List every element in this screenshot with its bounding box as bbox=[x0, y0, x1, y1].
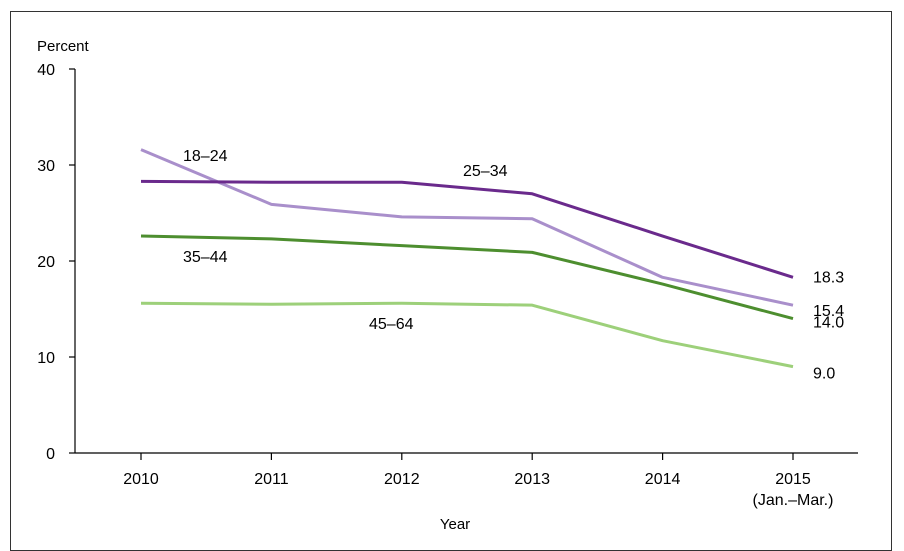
y-tick-label: 40 bbox=[37, 62, 55, 79]
end-value-label: 15.4 bbox=[813, 303, 844, 320]
end-labels: 15.4 18.3 14.0 9.0 bbox=[813, 269, 844, 382]
end-value-label: 14.0 bbox=[813, 315, 844, 332]
line-chart: 0 10 20 30 40 2010 2011 2012 2013 2014 2015 (Jan.–… bbox=[37, 38, 858, 533]
series-lines bbox=[140, 148, 794, 369]
y-tick-label: 20 bbox=[37, 254, 55, 271]
y-tick-label: 0 bbox=[46, 446, 55, 463]
series-line-35-44 bbox=[140, 234, 794, 321]
x-tick-label: 2010 bbox=[123, 471, 159, 488]
y-tick-label: 10 bbox=[37, 350, 55, 367]
end-value-label: 9.0 bbox=[813, 366, 835, 383]
series-label-25-34: 25–34 bbox=[463, 163, 508, 180]
x-tick-label: 2012 bbox=[384, 471, 420, 488]
series-label-18-24: 18–24 bbox=[183, 148, 228, 165]
y-axis-title: Percent bbox=[37, 38, 90, 55]
series-line-18-24 bbox=[140, 148, 794, 307]
end-value-label: 18.3 bbox=[813, 269, 844, 286]
y-tick-label: 30 bbox=[37, 158, 55, 175]
x-ticks: 2010 2011 2012 2013 2014 2015 (Jan.–Mar.) bbox=[123, 453, 834, 509]
y-ticks: 0 10 20 30 40 bbox=[37, 62, 75, 463]
x-tick-label: 2011 bbox=[254, 471, 289, 488]
x-tick-label: 2015 bbox=[775, 471, 811, 488]
chart-frame bbox=[10, 11, 892, 551]
x-tick-label: 2013 bbox=[514, 471, 550, 488]
series-labels: 18–24 25–34 35–44 45–64 bbox=[183, 148, 508, 333]
series-label-45-64: 45–64 bbox=[369, 316, 414, 333]
x-axis-title: Year bbox=[440, 516, 470, 533]
series-line-25-34 bbox=[140, 179, 794, 279]
series-label-35-44: 35–44 bbox=[183, 249, 228, 266]
series-line-45-64 bbox=[140, 301, 794, 369]
x-tick-sublabel: (Jan.–Mar.) bbox=[753, 492, 834, 509]
x-tick-label: 2014 bbox=[645, 471, 681, 488]
